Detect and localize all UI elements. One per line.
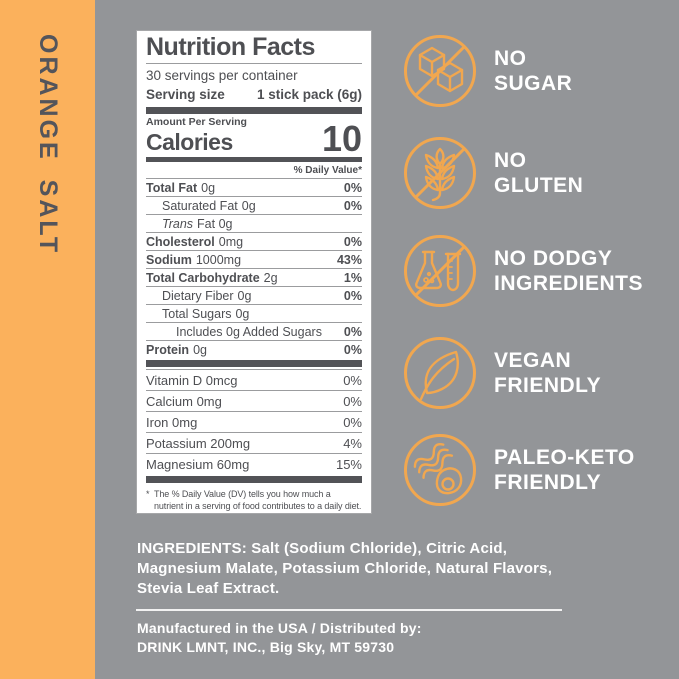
vegan-friendly-icon — [404, 337, 476, 409]
nutrient-row-sodium: Sodium 1000mg 43% — [146, 250, 362, 268]
badge-no-sugar: NO SUGAR — [402, 33, 572, 109]
badge-label: PALEO-KETO FRIENDLY — [494, 446, 635, 494]
nutrient-row-protein: Protein 0g 0% — [146, 340, 362, 358]
badge-label: NO DODGY INGREDIENTS — [494, 247, 644, 295]
flavor-name: ORANGE SALT — [34, 34, 62, 256]
nutrient-row-cholesterol: Cholesterol 0mg 0% — [146, 232, 362, 250]
calories-label: Calories — [146, 129, 233, 155]
vitamin-row-calcium: Calcium 0mg 0% — [146, 390, 362, 411]
vitamin-row-potassium: Potassium 200mg 4% — [146, 432, 362, 453]
divider-thick — [146, 476, 362, 483]
serving-size-row: Serving size 1 stick pack (6g) — [146, 85, 362, 105]
calories-block: Amount Per Serving Calories 10 — [146, 116, 362, 159]
nutrient-row-dietary-fiber: Dietary Fiber 0g 0% — [146, 286, 362, 304]
ingredients-text: INGREDIENTS: Salt (Sodium Chloride), Cit… — [137, 540, 553, 597]
calories-value: 10 — [321, 118, 362, 159]
serving-size-value: 1 stick pack (6g) — [256, 87, 362, 102]
nutrient-row-trans-fat: Trans Fat 0g — [146, 214, 362, 232]
amount-per-serving-label: Amount Per Serving — [146, 116, 247, 128]
divider-thick — [146, 360, 362, 367]
no-dodgy-ingredients-icon — [404, 235, 476, 307]
servings-per-container: 30 servings per container — [146, 68, 298, 83]
badge-paleo-keto-friendly: PALEO-KETO FRIENDLY — [402, 432, 635, 508]
vitamin-row-vitamin-d: Vitamin D 0mcg 0% — [146, 369, 362, 390]
nutrient-row-total-sugars: Total Sugars 0g — [146, 304, 362, 322]
nutrient-row-saturated-fat: Saturated Fat 0g 0% — [146, 196, 362, 214]
paleo-keto-friendly-icon — [404, 434, 476, 506]
serving-size-label: Serving size — [146, 87, 225, 102]
badge-label: NO SUGAR — [494, 47, 573, 95]
no-sugar-icon — [404, 35, 476, 107]
nutrition-facts-title: Nutrition Facts — [146, 33, 362, 64]
ingredients-label: INGREDIENTS: — [137, 540, 247, 557]
vitamin-row-magnesium: Magnesium 60mg 15% — [146, 453, 362, 474]
nutrient-row-added-sugars: Includes 0g Added Sugars 0% — [146, 322, 362, 340]
nutrition-facts-panel: Nutrition Facts 30 servings per containe… — [136, 30, 372, 514]
divider-medium — [146, 157, 362, 162]
daily-value-header: % Daily Value* — [293, 165, 362, 176]
badge-no-dodgy-ingredients: NO DODGY INGREDIENTS — [402, 233, 643, 309]
footer-divider — [136, 609, 562, 611]
vitamin-row-iron: Iron 0mg 0% — [146, 411, 362, 432]
manufacturer-text: Manufactured in the USA / Distributed by… — [137, 620, 422, 655]
badge-no-gluten: NO GLUTEN — [402, 135, 583, 211]
nutrient-row-total-fat: Total Fat 0g 0% — [146, 178, 362, 196]
daily-value-footnote: * The % Daily Value (DV) tells you how m… — [146, 489, 362, 511]
badge-vegan-friendly: VEGAN FRIENDLY — [402, 335, 601, 411]
no-gluten-icon — [404, 137, 476, 209]
badge-label: NO GLUTEN — [494, 149, 584, 197]
badge-label: VEGAN FRIENDLY — [494, 349, 602, 397]
flavor-bar: ORANGE SALT — [0, 0, 95, 679]
nutrient-row-total-carbohydrate: Total Carbohydrate 2g 1% — [146, 268, 362, 286]
divider-thick — [146, 107, 362, 114]
